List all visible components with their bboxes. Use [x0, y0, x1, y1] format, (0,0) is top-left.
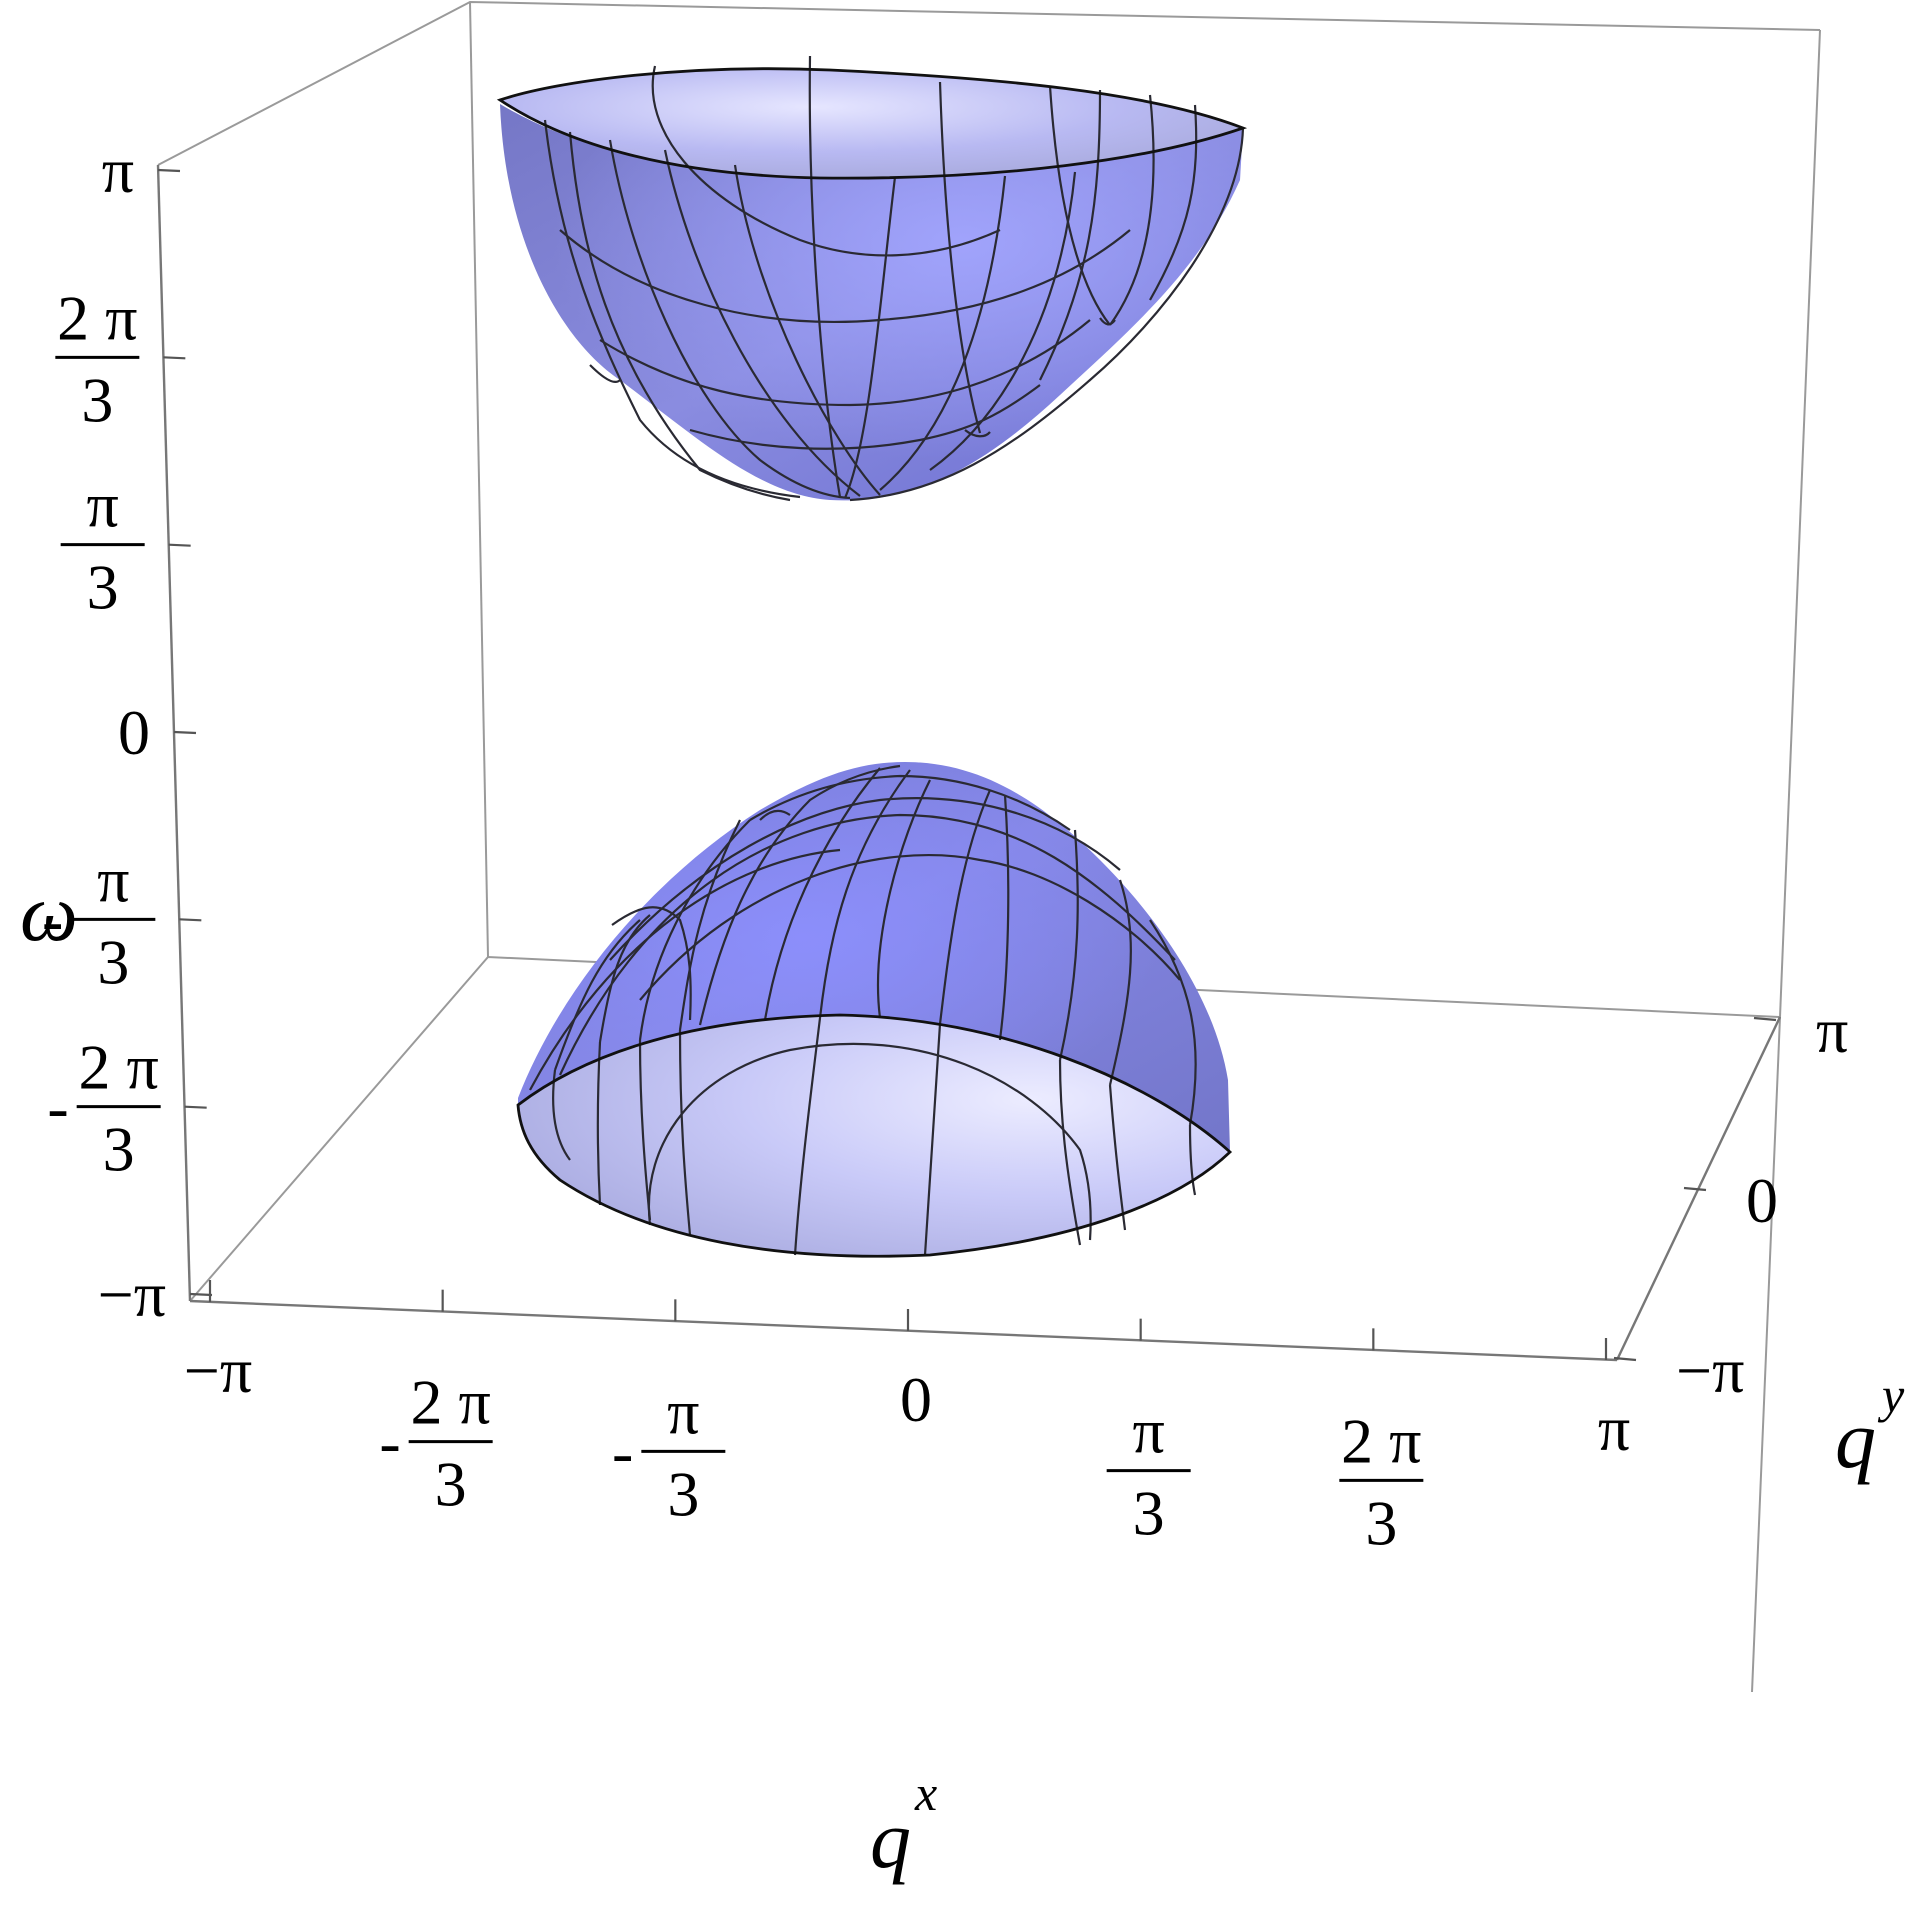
box-back-vertical-right — [1779, 29, 1821, 1018]
lower-surface-rim — [516, 1013, 1233, 1258]
z-tick-denominator-4: 3 — [87, 552, 119, 623]
z-tick-label-3: 0 — [118, 697, 150, 768]
x-tick-sign-2: - — [612, 1416, 633, 1487]
x-tick-denominator-1: 3 — [435, 1449, 467, 1520]
upper-surface-mesh — [543, 55, 1245, 502]
x-axis-title-sup: x — [914, 1765, 937, 1821]
lower-surface — [516, 762, 1233, 1258]
y-axis-title: q y — [1835, 1367, 1905, 1485]
y-tick-label-2: π — [1816, 995, 1848, 1066]
x-axis-title: q x — [870, 1765, 937, 1885]
x-tick-numerator-5: 2 π — [1341, 1405, 1421, 1476]
y-tick-mark-0 — [1613, 1356, 1637, 1362]
z-tick-label-5: 2 π3 — [55, 282, 140, 435]
z-tick-mark-0 — [189, 1292, 213, 1297]
x-tick-numerator-2: π — [667, 1376, 699, 1447]
y-tick-label-0: −π — [1676, 1335, 1744, 1406]
z-tick-label-1: -2 π 3 — [47, 1032, 161, 1185]
x-tick-denominator-4: 3 — [1133, 1478, 1165, 1549]
x-axis-title-base: q — [870, 1794, 911, 1885]
upper-surface-rim — [496, 67, 1248, 180]
bounding-box — [157, 0, 1821, 1302]
z-tick-denominator-1: 3 — [103, 1114, 135, 1185]
y-axis-title-sup: y — [1877, 1367, 1905, 1423]
upper-surface — [496, 55, 1248, 502]
upper-surface-inner — [500, 68, 1243, 179]
x-tick-label-4: π3 — [1106, 1396, 1191, 1549]
x-tick-label-1: -2 π 3 — [379, 1367, 493, 1520]
x-tick-sign-1: - — [379, 1407, 400, 1478]
x-tick-label-3: 0 — [900, 1364, 932, 1435]
z-tick-sign-1: - — [47, 1072, 68, 1143]
z-tick-numerator-4: π — [87, 470, 119, 541]
x-tick-numerator-1: 2 π — [411, 1367, 491, 1438]
x-tick-numerator-4: π — [1133, 1396, 1165, 1467]
z-tick-sign-2: - — [42, 884, 63, 955]
z-tick-label-0: −π — [98, 1259, 166, 1330]
lower-surface-mesh — [529, 764, 1197, 1256]
z-tick-numerator-1: 2 π — [79, 1032, 159, 1103]
z-tick-mark-1 — [184, 1105, 207, 1109]
z-tick-denominator-5: 3 — [81, 364, 113, 435]
x-tick-denominator-2: 3 — [667, 1458, 699, 1529]
z-tick-mark-3 — [173, 730, 197, 735]
z-tick-numerator-2: π — [97, 844, 129, 915]
z-tick-mark-2 — [179, 918, 202, 922]
x-tick-label-5: 2 π3 — [1339, 1405, 1424, 1558]
z-tick-numerator-5: 2 π — [57, 282, 137, 353]
bounding-box-front — [1751, 1016, 1781, 1693]
box-floor-right — [1751, 1016, 1781, 1693]
z-tick-mark-4 — [168, 543, 191, 547]
y-axis-ticks: −π 0 π — [1613, 995, 1848, 1406]
x-tick-label-0: −π — [184, 1335, 252, 1406]
z-tick-denominator-2: 3 — [97, 926, 129, 997]
upper-surface-sheen — [500, 104, 1243, 501]
x-tick-label-2: -π 3 — [612, 1376, 726, 1529]
y-tick-label-1: 0 — [1746, 1165, 1778, 1236]
x-tick-label-6: π — [1598, 1393, 1630, 1464]
z-axis-title: ω — [20, 867, 78, 958]
x-axis-line — [189, 1299, 1618, 1362]
z-tick-mark-5 — [163, 356, 186, 360]
y-axis-title-base: q — [1835, 1394, 1876, 1485]
z-tick-label-4: π3 — [60, 470, 145, 623]
lower-surface-inner — [518, 1015, 1230, 1257]
box-floor-back — [189, 955, 1781, 1302]
z-tick-label-2: -π 3 — [42, 844, 156, 997]
x-tick-denominator-5: 3 — [1365, 1487, 1397, 1558]
z-tick-mark-6 — [157, 168, 181, 173]
y-tick-mark-1 — [1683, 1186, 1707, 1192]
x-axis-ticks: −π-2 π3 -π30 π32 π3π — [184, 1280, 1630, 1558]
z-tick-label-6: π — [102, 135, 134, 206]
y-tick-mark-2 — [1753, 1016, 1777, 1022]
box-back-vertical-left — [469, 1, 489, 958]
